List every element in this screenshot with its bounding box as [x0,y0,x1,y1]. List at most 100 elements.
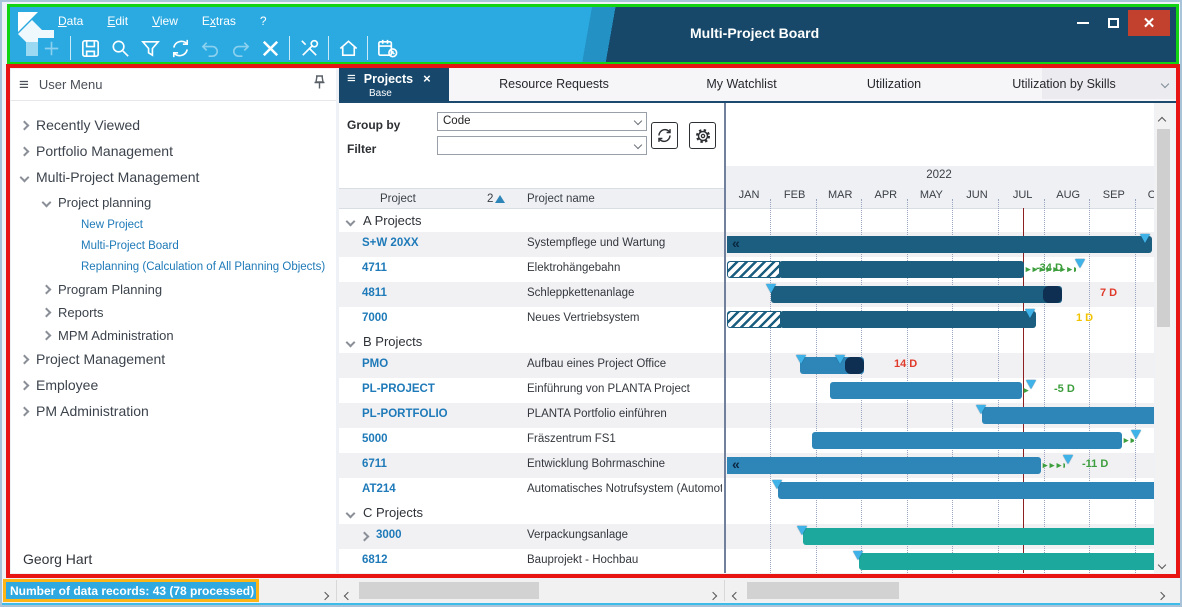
vertical-scrollbar[interactable] [1155,103,1172,573]
project-code-link[interactable]: 7000 [362,312,388,324]
menu-item-edit[interactable]: Edit [107,14,129,28]
project-code-link[interactable]: 3000 [376,529,402,541]
project-code-link[interactable]: 6812 [362,554,388,566]
maximize-button[interactable] [1098,10,1128,36]
project-code-link[interactable]: 6711 [362,458,387,470]
minimize-button[interactable] [1068,10,1098,36]
gantt-bar[interactable] [771,286,1062,303]
sidebar-item-replanning-calculation-of-all-planning-objects[interactable]: Replanning (Calculation of All Planning … [81,261,336,273]
gantt-bar-planned-segment[interactable] [727,311,781,328]
menu-item-data[interactable]: Data [58,14,84,28]
sidebar-item-employee[interactable]: Employee [19,377,336,393]
menu-item-view[interactable]: View [152,14,178,28]
tab-close-icon[interactable]: × [423,71,431,86]
project-code-link[interactable]: PMO [362,358,389,370]
gantt-bar[interactable] [727,457,1041,474]
refresh-button[interactable] [651,122,678,149]
hamburger-icon[interactable]: ≡ [19,74,29,94]
project-row-3000[interactable]: 3000 Verpackungsanlage [339,524,1154,549]
sidebar-hscrollbar[interactable] [256,580,336,601]
menu-item-?[interactable]: ? [259,14,267,28]
column-project-name[interactable]: Project name [527,193,595,205]
gantt-bar[interactable] [859,553,1154,570]
sidebar-item-project-planning[interactable]: Project planning [41,195,336,210]
refresh-button[interactable] [165,34,195,62]
chevron-down-icon[interactable] [345,216,356,227]
sidebar-item-new-project[interactable]: New Project [81,219,336,231]
sidebar-item-multi-project-board[interactable]: Multi-Project Board [81,240,336,252]
sidebar-item-multi-project-management[interactable]: Multi-Project Management [19,169,336,185]
gantt-bar-planned-segment[interactable] [727,261,780,278]
filter-select[interactable] [437,136,647,155]
chevron-right-icon[interactable] [19,354,30,364]
settings-button[interactable] [689,122,716,149]
menu-item-extras[interactable]: Extras [201,14,236,28]
sidebar-item-program-planning[interactable]: Program Planning [41,282,336,297]
project-row-at214[interactable]: AT214 Automatisches Notrufsystem (Automot… [339,478,1154,503]
project-row-pl-portfolio[interactable]: PL-PORTFOLIO PLANTA Portfolio einführen [339,403,1154,428]
gantt-bar[interactable] [779,261,1024,278]
table-hscrollbar-thumb[interactable] [359,582,539,599]
gantt-bar[interactable] [830,382,1022,399]
tab-resource-requests[interactable]: Resource Requests [499,76,609,91]
milestone-marker-icon[interactable] [765,284,776,293]
project-row-s-w-20xx[interactable]: S+W 20XX Systempflege und Wartung « [339,232,1154,257]
filter-button[interactable] [135,34,165,62]
project-row-4711[interactable]: 4711 Elektrohängebahn ►►►►►►►►►►►-34 D [339,257,1154,282]
sidebar-item-pm-administration[interactable]: PM Administration [19,403,336,419]
project-row-pl-project[interactable]: PL-PROJECT Einführung von PLANTA Project ►… [339,378,1154,403]
project-code-link[interactable]: 4711 [362,262,387,274]
sidebar-item-portfolio-management[interactable]: Portfolio Management [19,143,336,159]
chevron-right-icon[interactable] [19,120,30,130]
pin-icon[interactable] [313,75,326,93]
gantt-hscrollbar-thumb[interactable] [747,582,899,599]
tab-utilization-by-skills[interactable]: Utilization by Skills [1012,76,1116,91]
calendar-clock-button[interactable] [372,34,402,62]
chevron-right-icon[interactable] [41,330,52,341]
chevron-right-icon[interactable] [19,380,30,390]
chevron-right-icon[interactable] [359,531,370,542]
project-row-4811[interactable]: 4811 Schleppkettenanlage 7 D [339,282,1154,307]
gantt-bar[interactable] [812,432,1122,449]
search-button[interactable] [105,34,135,62]
gantt-bar[interactable] [982,407,1154,424]
project-row-6812[interactable]: 6812 Bauprojekt - Hochbau [339,549,1154,573]
close-button[interactable]: ✕ [1128,10,1170,36]
gantt-bar[interactable] [727,236,1152,253]
tab-overflow-chevron-icon[interactable] [1160,74,1170,92]
chevron-down-icon[interactable] [19,172,30,182]
chevron-down-icon[interactable] [345,337,356,348]
save-button[interactable] [75,34,105,62]
milestone-marker-icon[interactable] [852,551,863,560]
sidebar-item-reports[interactable]: Reports [41,305,336,320]
gantt-bar[interactable] [778,482,1154,499]
project-code-link[interactable]: PL-PORTFOLIO [362,408,448,420]
group-row-c-projects[interactable]: C Projects [339,503,1154,524]
tab-hamburger-icon[interactable]: ≡ [347,70,356,87]
group-by-select[interactable]: Code [437,112,647,131]
milestone-marker-icon[interactable] [1025,380,1036,389]
project-code-link[interactable]: 4811 [362,287,387,299]
column-project[interactable]: Project [380,193,416,205]
project-code-link[interactable]: 5000 [362,433,388,445]
gantt-hscrollbar[interactable] [724,580,1172,601]
milestone-marker-icon[interactable] [1024,309,1035,318]
chevron-right-icon[interactable] [19,146,30,156]
milestone-marker-icon[interactable] [1130,430,1141,439]
milestone-marker-icon[interactable] [795,355,806,364]
gantt-bar[interactable] [803,528,1154,545]
chevron-down-icon[interactable] [41,197,52,208]
gantt-bar[interactable] [780,311,1036,328]
tab-my-watchlist[interactable]: My Watchlist [706,76,777,91]
group-row-b-projects[interactable]: B Projects [339,332,1154,353]
milestone-marker-icon[interactable] [771,480,782,489]
sidebar-item-project-management[interactable]: Project Management [19,351,336,367]
sidebar-item-mpm-administration[interactable]: MPM Administration [41,328,336,343]
milestone-marker-icon[interactable] [1074,259,1085,268]
chevron-down-icon[interactable] [345,508,356,519]
group-row-a-projects[interactable]: A Projects [339,211,1154,232]
milestone-marker-icon[interactable] [796,526,807,535]
milestone-marker-icon[interactable] [1139,234,1150,243]
tab-projects-active[interactable]: ≡ Projects × Base [339,66,449,101]
chevron-right-icon[interactable] [19,406,30,416]
